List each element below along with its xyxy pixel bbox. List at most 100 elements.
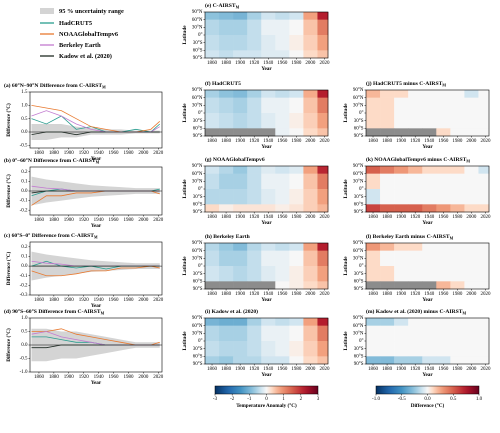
x-axis-label: Year bbox=[261, 297, 272, 303]
heat-cell bbox=[317, 173, 329, 190]
heat-cell bbox=[275, 281, 290, 290]
x-tick-label: 1920 bbox=[249, 367, 260, 372]
heat-cell bbox=[436, 250, 451, 267]
y-tick-label: 0° bbox=[359, 111, 364, 116]
y-tick-label: 30°S bbox=[354, 119, 364, 124]
y-tick-label: 90°S bbox=[193, 56, 203, 61]
heat-cell bbox=[408, 166, 423, 174]
y-tick-label: 90°N bbox=[353, 164, 364, 169]
heat-cell bbox=[436, 90, 451, 98]
heat-cell bbox=[303, 341, 318, 357]
x-tick-label: 1880 bbox=[382, 367, 393, 372]
heat-cell bbox=[261, 50, 276, 59]
heat-cell bbox=[464, 97, 479, 114]
heat-cell bbox=[394, 113, 409, 129]
heat-cell bbox=[303, 356, 318, 365]
heat-cell bbox=[275, 128, 290, 137]
x-axis-label: Year bbox=[422, 144, 433, 150]
heat-cell bbox=[478, 325, 490, 342]
heat-cell bbox=[317, 356, 329, 365]
series-line bbox=[31, 344, 160, 349]
heat-cell bbox=[219, 250, 234, 267]
heat-cell bbox=[275, 318, 290, 326]
heat-cell bbox=[366, 318, 381, 326]
title-text: (e) C-AIRST bbox=[205, 2, 236, 9]
heat-cell bbox=[366, 90, 381, 98]
heat-cell bbox=[366, 325, 381, 342]
y-tick-label: 60°S bbox=[193, 48, 203, 53]
heat-cell bbox=[289, 97, 304, 114]
x-tick-label: 1960 bbox=[438, 139, 449, 144]
heat-cell bbox=[366, 341, 381, 357]
heat-cell bbox=[247, 97, 262, 114]
x-tick-label: 1880 bbox=[382, 139, 393, 144]
heat-cell bbox=[219, 166, 234, 174]
y-tick-label: 0.2 bbox=[21, 245, 28, 250]
heat-cell bbox=[422, 97, 437, 114]
heat-cell bbox=[464, 318, 479, 326]
heat-cell bbox=[247, 113, 262, 129]
heat-cell bbox=[380, 128, 395, 137]
heat-cell bbox=[233, 166, 248, 174]
x-tick-label: 1860 bbox=[207, 215, 218, 220]
heat-cell bbox=[422, 318, 437, 326]
heat-cell bbox=[317, 90, 329, 98]
heat-cell bbox=[394, 97, 409, 114]
y-axis-label: Difference (°C) bbox=[5, 103, 12, 137]
heat-cell bbox=[233, 325, 248, 342]
x-axis-label: Year bbox=[91, 303, 102, 309]
heat-cell bbox=[464, 173, 479, 190]
x-tick-label: 1920 bbox=[410, 215, 421, 220]
heat-cell bbox=[408, 281, 423, 290]
title-subscript: M bbox=[442, 83, 446, 87]
heat-cell bbox=[289, 50, 304, 59]
x-tick-label: 1900 bbox=[235, 292, 246, 297]
heat-cell bbox=[366, 97, 381, 114]
y-tick-label: 60°N bbox=[353, 249, 364, 254]
heat-cell bbox=[408, 113, 423, 129]
x-tick-label: 1880 bbox=[382, 292, 393, 297]
series-line bbox=[31, 131, 160, 136]
x-tick-label: 1960 bbox=[277, 139, 288, 144]
x-tick-label: 1940 bbox=[263, 367, 274, 372]
y-tick-label: 30°S bbox=[193, 41, 203, 46]
heat-cell bbox=[408, 250, 423, 267]
x-tick-label: 1960 bbox=[277, 292, 288, 297]
heat-cell bbox=[408, 325, 423, 342]
heat-cell bbox=[394, 341, 409, 357]
heat-cell bbox=[366, 113, 381, 129]
heat-cell bbox=[464, 325, 479, 342]
colorbar-label: Temperature Anomaly (°C) bbox=[236, 402, 297, 409]
y-axis-label: Latitude bbox=[182, 256, 188, 276]
heat-cell bbox=[205, 35, 220, 51]
x-tick-label: 2020 bbox=[153, 218, 164, 223]
x-tick-label: 1860 bbox=[368, 367, 379, 372]
heat-cell bbox=[303, 166, 318, 174]
x-tick-label: 1940 bbox=[263, 292, 274, 297]
panel-title: (c) 60°S–0° Difference from C-AIRSTM bbox=[4, 232, 98, 239]
x-tick-label: 1960 bbox=[277, 367, 288, 372]
colorbar-tick-label: -1 bbox=[247, 397, 252, 402]
heat-cell bbox=[275, 356, 290, 365]
heat-cell bbox=[380, 97, 395, 114]
heat-cell bbox=[289, 173, 304, 190]
heat-cell bbox=[303, 173, 318, 190]
x-tick-label: 1920 bbox=[79, 218, 90, 223]
title-text: (l) Berkeley Earth minus C-AIRST bbox=[366, 233, 450, 240]
heat-cell bbox=[219, 50, 234, 59]
title-text: (i) Kadow et al. (2020) bbox=[205, 308, 258, 315]
heat-cell bbox=[436, 325, 451, 342]
heat-cell bbox=[247, 243, 262, 251]
y-tick-label: -0.1 bbox=[20, 199, 28, 204]
title-subscript: M bbox=[236, 5, 240, 9]
panel-title: (b) 0°–60°N Difference from C-AIRSTM bbox=[4, 157, 100, 164]
heat-cell bbox=[366, 173, 381, 190]
y-tick-label: 30°N bbox=[192, 331, 203, 336]
x-tick-label: 2020 bbox=[153, 298, 164, 303]
colorbar-tick-label: 0 bbox=[265, 397, 268, 402]
heat-cell bbox=[303, 204, 318, 213]
x-tick-label: 1880 bbox=[49, 218, 60, 223]
y-tick-label: 0.2 bbox=[21, 170, 28, 175]
legend-label: Kadow et al. (2020) bbox=[59, 53, 112, 60]
heat-cell bbox=[205, 325, 220, 342]
